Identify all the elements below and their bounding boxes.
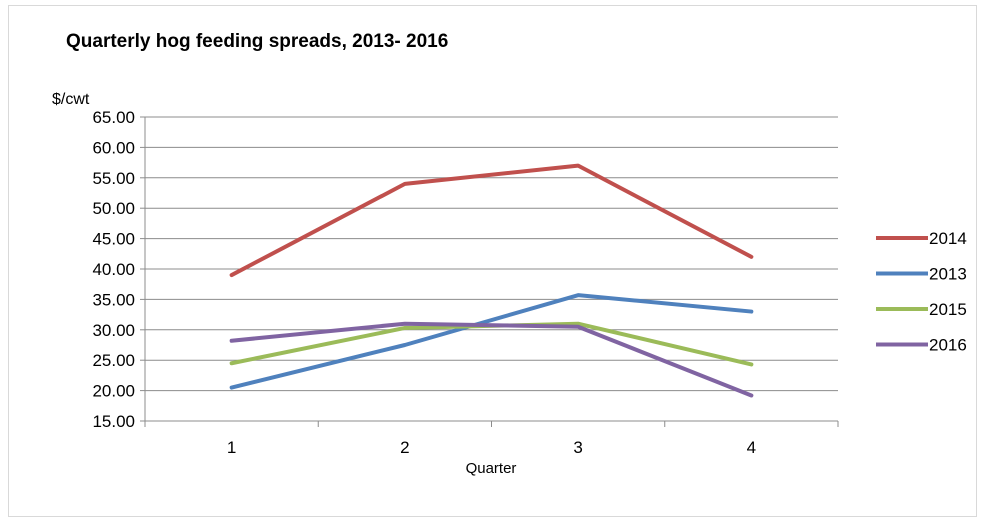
y-tick-labels: 15.00 20.00 25.00 30.00 35.00 40.00 45.00 50.00…: [92, 108, 135, 431]
y-tick-label: 15.00: [92, 412, 135, 431]
series-line-2016: [229, 321, 754, 398]
chart-title: Quarterly hog feeding spreads, 2013- 201…: [66, 31, 448, 52]
series-line-2013: [229, 293, 754, 390]
gridlines: [145, 116, 838, 422]
x-tick-label: 4: [747, 438, 756, 457]
y-tick-label: 50.00: [92, 199, 135, 218]
y-tick-label: 30.00: [92, 321, 135, 340]
x-tick-label: 2: [400, 438, 409, 457]
y-tick-label: 45.00: [92, 230, 135, 249]
y-tick-label: 25.00: [92, 351, 135, 370]
y-axis-unit-label: $/cwt: [52, 91, 90, 108]
legend-label: 2013: [929, 265, 967, 284]
series-line-2014: [229, 163, 754, 278]
legend-label: 2016: [929, 336, 967, 355]
x-axis-label: Quarter: [466, 460, 517, 477]
x-tick-labels: 1 2 3 4: [227, 438, 756, 457]
legend-label: 2015: [929, 300, 967, 319]
chart-frame: [8, 5, 977, 517]
y-tick-label: 40.00: [92, 260, 135, 279]
legend-label: 2014: [929, 229, 967, 248]
series-lines: [229, 163, 754, 398]
legend-item-2016: 2016: [876, 336, 967, 355]
y-tick-label: 65.00: [92, 108, 135, 127]
x-tick-label: 3: [573, 438, 582, 457]
x-tick-label: 1: [227, 438, 236, 457]
legend-item-2014: 2014: [876, 229, 967, 248]
y-tick-label: 35.00: [92, 290, 135, 309]
y-tick-label: 55.00: [92, 169, 135, 188]
legend-item-2013: 2013: [876, 265, 967, 284]
legend: 2014 2013 2015 2016: [876, 229, 967, 355]
y-tick-label: 20.00: [92, 382, 135, 401]
y-tick-label: 60.00: [92, 138, 135, 157]
legend-item-2015: 2015: [876, 300, 967, 319]
axes: [140, 116, 839, 427]
